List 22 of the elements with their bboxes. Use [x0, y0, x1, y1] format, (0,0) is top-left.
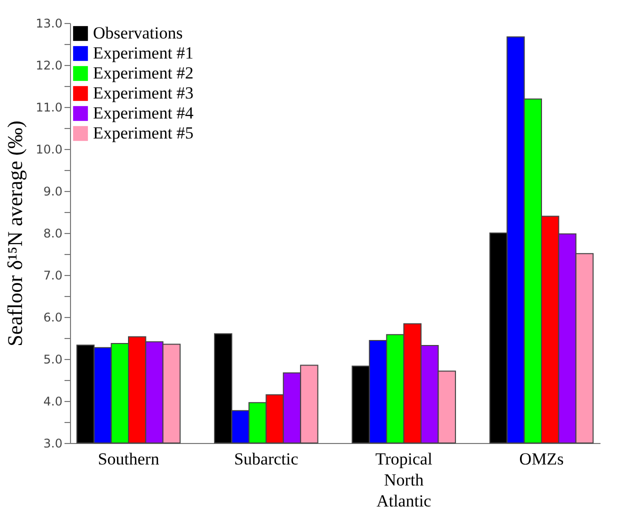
y-tick-label: 11.0: [36, 100, 62, 114]
y-tick-label: 7.0: [43, 268, 62, 282]
legend-label: Experiment #5: [93, 124, 194, 142]
y-tick-label: 9.0: [43, 184, 62, 198]
y-tick-label: 3.0: [43, 436, 62, 450]
y-tick-label: 8.0: [43, 226, 62, 240]
legend-label: Experiment #4: [93, 104, 194, 122]
x-tick-label: Southern: [98, 450, 160, 468]
y-tick-label: 13.0: [36, 16, 62, 30]
y-tick-label: 10.0: [36, 142, 62, 156]
y-tick-label: 5.0: [43, 352, 62, 366]
legend-label: Experiment #3: [93, 84, 194, 102]
legend-label: Observations: [93, 24, 183, 42]
y-tick-label: 6.0: [43, 310, 62, 324]
y-axis-title: Seafloor δ¹⁵N average (‰): [2, 120, 27, 346]
y-tick-label: 12.0: [36, 58, 62, 72]
legend-label: Experiment #2: [93, 64, 194, 82]
x-tick-label: Subarctic: [234, 450, 299, 468]
x-tick-label: OMZs: [519, 450, 564, 468]
legend-label: Experiment #1: [93, 44, 194, 62]
x-tick-label: Tropical North Atlantic: [375, 450, 433, 510]
y-tick-label: 4.0: [43, 394, 62, 408]
